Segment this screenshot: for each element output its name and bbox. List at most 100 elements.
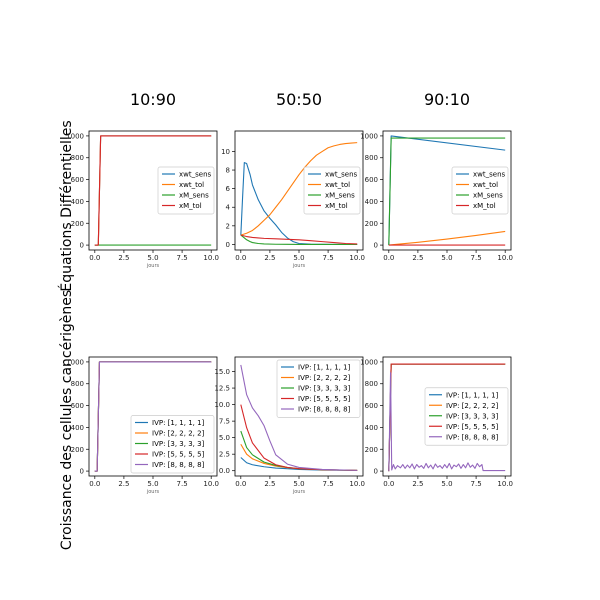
- x-tick-label: 7.5: [323, 254, 334, 262]
- x-tick-label: 10.0: [497, 254, 513, 262]
- legend-entry: IVP: [5, 5, 5, 5]: [298, 395, 351, 403]
- subplot-1: 50:50 0.0 2.5 5.0 7.5 10.0 0 2 4 6 8 10 jours xwt_sen…: [221, 90, 365, 269]
- y-tick-label: 600: [71, 402, 84, 410]
- y-tick-label: 800: [71, 380, 84, 388]
- y-tick-label: 600: [365, 176, 378, 184]
- legend-box: [451, 166, 509, 215]
- x-tick-label: 2.5: [412, 254, 423, 262]
- x-tick-label: 7.5: [471, 254, 482, 262]
- subplot-2: 90:10 0.0 2.5 5.0 7.5 10.0 0 200 400 600 800 1000 xw…: [360, 90, 513, 262]
- legend-entry: xM_sens: [473, 192, 503, 200]
- y-tick-label: 800: [71, 154, 84, 162]
- y-tick-label: 0.0: [219, 467, 230, 475]
- x-tick-label: 5.0: [147, 254, 158, 262]
- y-tick-label: 400: [365, 198, 378, 206]
- legend-entry: IVP: [2, 2, 2, 2]: [298, 374, 351, 382]
- y-tick-label: 1000: [360, 358, 378, 366]
- x-axis-label: jours: [292, 263, 306, 269]
- x-axis-label: jours: [292, 489, 306, 495]
- legend-entry: IVP: [2, 2, 2, 2]: [446, 402, 499, 410]
- series-line-1: [240, 142, 358, 236]
- series-line-3: [240, 234, 358, 245]
- x-tick-label: 10.0: [203, 480, 219, 488]
- legend-entry: IVP: [1, 1, 1, 1]: [446, 391, 499, 399]
- legend-entry: IVP: [5, 5, 5, 5]: [446, 423, 499, 431]
- y-tick-label: 1000: [66, 132, 84, 140]
- legend-box: [303, 166, 361, 215]
- legend: xwt_sens xwt_tol xM_sens xM_tol: [157, 166, 215, 215]
- y-tick-label: 800: [365, 380, 378, 388]
- legend-entry: IVP: [1, 1, 1, 1]: [298, 364, 351, 372]
- x-tick-label: 5.0: [441, 254, 452, 262]
- x-tick-label: 5.0: [293, 254, 304, 262]
- series-line-2: [388, 137, 506, 246]
- chart-title: 90:10: [424, 90, 470, 109]
- legend-entry: IVP: [5, 5, 5, 5]: [152, 451, 205, 459]
- x-tick-label: 2.5: [264, 254, 275, 262]
- y-tick-label: 400: [71, 424, 84, 432]
- y-tick-label: 200: [71, 446, 84, 454]
- x-tick-label: 2.5: [412, 480, 423, 488]
- chart-title: 10:90: [130, 90, 176, 109]
- y-tick-label: 800: [365, 154, 378, 162]
- series-line-4: [94, 361, 212, 472]
- x-tick-label: 7.5: [177, 254, 188, 262]
- y-tick-label: 0: [80, 242, 84, 250]
- legend-box: [424, 387, 509, 446]
- legend-entry: IVP: [8, 8, 8, 8]: [446, 433, 499, 441]
- x-axis-label: jours: [146, 263, 160, 269]
- subplots: 10:900.0 2.5 5.0 7.5 10.002004006008001000jo…: [66, 90, 513, 495]
- legend: IVP: [1, 1, 1, 1] IVP: [2, 2, 2, 2] IVP: […: [130, 415, 215, 474]
- x-tick-label: 5.0: [147, 480, 158, 488]
- legend: xwt_sens xwt_tol xM_sens xM_tol: [303, 166, 361, 215]
- x-tick-label: 0.0: [235, 480, 246, 488]
- legend-entry: IVP: [3, 3, 3, 3]: [298, 385, 351, 393]
- x-tick-label: 0.0: [383, 254, 394, 262]
- y-tick-label: 200: [365, 220, 378, 228]
- x-tick-label: 0.0: [383, 480, 394, 488]
- x-tick-label: 0.0: [89, 254, 100, 262]
- series-line-4: [240, 364, 358, 471]
- chart-title: 50:50: [276, 90, 322, 109]
- series-group: [388, 135, 506, 246]
- legend-entry: xwt_sens: [325, 171, 358, 179]
- y-tick-label: 8: [226, 167, 230, 175]
- series-group: [240, 364, 358, 471]
- row-label-1: Croissance des cellules cancérigènes: [59, 290, 75, 550]
- y-tick-label: 0: [226, 241, 230, 249]
- legend-box: [130, 415, 215, 474]
- legend-entry: IVP: [1, 1, 1, 1]: [152, 419, 205, 427]
- series-group: [388, 363, 506, 472]
- y-tick-label: 12.5: [214, 385, 230, 393]
- y-tick-label: 0: [374, 242, 378, 250]
- x-tick-label: 0.0: [89, 480, 100, 488]
- legend: IVP: [1, 1, 1, 1] IVP: [2, 2, 2, 2] IVP: […: [276, 359, 361, 418]
- legend-entry: xM_tol: [325, 202, 348, 210]
- x-tick-label: 7.5: [177, 480, 188, 488]
- legend: IVP: [1, 1, 1, 1] IVP: [2, 2, 2, 2] IVP: […: [424, 387, 509, 446]
- legend-entry: xM_sens: [179, 192, 209, 200]
- x-tick-label: 2.5: [118, 480, 129, 488]
- series-line-1: [388, 230, 506, 246]
- series-line-3: [240, 404, 358, 471]
- y-tick-label: 400: [365, 424, 378, 432]
- legend-entry: xM_tol: [179, 202, 202, 210]
- series-line-3: [94, 135, 212, 246]
- y-tick-label: 2: [226, 222, 230, 230]
- legend-entry: IVP: [3, 3, 3, 3]: [152, 440, 205, 448]
- x-tick-label: 2.5: [264, 480, 275, 488]
- series-line-4: [388, 372, 506, 472]
- y-tick-label: 2.5: [219, 451, 230, 459]
- x-tick-label: 0.0: [235, 254, 246, 262]
- y-tick-label: 15.0: [214, 368, 230, 376]
- legend-entry: IVP: [2, 2, 2, 2]: [152, 430, 205, 438]
- y-tick-label: 5.0: [219, 434, 230, 442]
- legend-box: [157, 166, 215, 215]
- y-tick-label: 1000: [360, 132, 378, 140]
- x-tick-label: 7.5: [471, 480, 482, 488]
- series-group: [94, 361, 212, 472]
- series-group: [240, 142, 358, 245]
- y-tick-label: 1000: [66, 358, 84, 366]
- legend-entry: xwt_tol: [179, 181, 204, 189]
- y-tick-label: 10.0: [214, 401, 230, 409]
